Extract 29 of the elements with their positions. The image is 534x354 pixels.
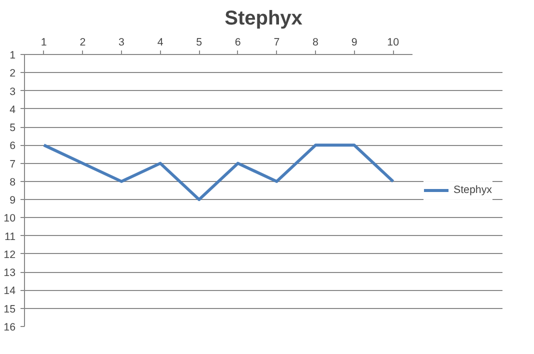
y-tick-label: 8	[10, 176, 16, 188]
line-series	[42, 144, 395, 202]
legend-label: Stephyx	[453, 184, 492, 196]
chart-title: Stephyx	[224, 8, 302, 30]
y-tick-label: 10	[4, 212, 16, 225]
y-tick-label: 3	[10, 86, 16, 98]
x-tick-label: 10	[387, 36, 400, 48]
x-tick-label: 6	[234, 36, 241, 48]
y-tick-label: 12	[4, 248, 16, 261]
y-tick-label: 5	[10, 122, 16, 134]
x-tick-label: 4	[157, 36, 164, 48]
y-tick-label: 9	[10, 194, 16, 207]
y-tick-label: 2	[10, 68, 16, 80]
x-tick-label: 1	[40, 36, 47, 48]
y-tick-label: 1	[10, 50, 16, 62]
x-tick-label: 2	[80, 36, 86, 48]
y-tick-label: 11	[4, 230, 16, 243]
y-tick-label: 4	[10, 104, 16, 116]
x-tick-label: 5	[196, 36, 202, 48]
y-tick-label: 7	[10, 158, 16, 170]
y-tick-label: 15	[4, 303, 16, 316]
x-tick-label: 3	[118, 36, 125, 48]
x-tick-label: 8	[312, 36, 319, 48]
y-tick-label: 16	[4, 322, 16, 334]
x-tick-label: 9	[351, 36, 358, 48]
y-tick-label: 13	[4, 267, 16, 280]
y-tick-label: 14	[4, 285, 16, 298]
y-tick-label: 6	[10, 140, 16, 152]
x-tick-label: 7	[274, 36, 280, 48]
